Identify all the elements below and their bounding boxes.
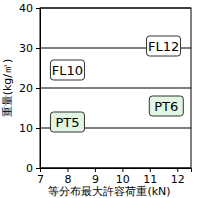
y-tick-label: 10 xyxy=(19,122,33,135)
y-axis: 0 10 20 30 40 xyxy=(19,2,41,175)
box-label: PT6 xyxy=(154,99,178,114)
x-tick-label: 8 xyxy=(64,173,71,186)
y-tick: 30 xyxy=(19,42,40,55)
y-tick: 40 xyxy=(19,2,40,15)
x-tick: 11 xyxy=(143,168,157,186)
y-tick-mark xyxy=(36,128,40,129)
box-label: FL12 xyxy=(148,39,179,54)
x-tick: 9 xyxy=(92,168,99,186)
label-box xyxy=(50,112,84,132)
y-tick-mark xyxy=(36,8,40,9)
chart: 7 8 9 10 11 12 0 10 20 30 40 FL10 FL12 PT5 PT6 等分布最大許容荷… xyxy=(0,0,202,198)
x-tick-mark xyxy=(177,168,178,172)
box-label: PT5 xyxy=(55,115,79,130)
y-axis-line xyxy=(36,9,41,169)
label-box xyxy=(149,96,183,116)
x-axis-line xyxy=(41,169,192,173)
frame xyxy=(40,8,191,168)
y-tick-mark xyxy=(36,48,40,49)
box-labels: FL10 FL12 PT5 PT6 xyxy=(52,39,179,130)
x-tick-label: 11 xyxy=(143,173,157,186)
y-tick: 10 xyxy=(19,122,40,135)
x-tick-label: 10 xyxy=(116,173,130,186)
x-tick-mark xyxy=(67,168,68,172)
plot: 7 8 9 10 11 12 0 10 20 30 40 FL10 FL12 PT5 PT6 xyxy=(19,2,192,186)
y-tick-mark xyxy=(36,168,40,169)
x-tick-label: 7 xyxy=(37,173,44,186)
y-tick-mark xyxy=(36,88,40,89)
marks xyxy=(50,36,183,132)
grid-line xyxy=(40,88,191,89)
x-tick-mark xyxy=(150,168,151,172)
x-tick-mark xyxy=(122,168,123,172)
x-tick: 12 xyxy=(171,168,185,186)
y-tick-label: 20 xyxy=(19,82,33,95)
box-label: FL10 xyxy=(52,63,83,78)
y-tick-label: 0 xyxy=(26,162,33,175)
x-axis-title: 等分布最大許容荷重(kN) xyxy=(48,185,170,198)
x-tick-label: 9 xyxy=(92,173,99,186)
x-tick: 7 xyxy=(37,168,44,186)
grid xyxy=(40,8,191,168)
x-tick: 8 xyxy=(64,168,71,186)
label-box xyxy=(147,36,181,56)
y-tick: 0 xyxy=(26,162,40,175)
x-tick: 10 xyxy=(116,168,130,186)
y-tick: 20 xyxy=(19,82,40,95)
x-tick-mark xyxy=(95,168,96,172)
x-tick-label: 12 xyxy=(171,173,185,186)
y-tick-label: 30 xyxy=(19,42,33,55)
x-axis: 7 8 9 10 11 12 xyxy=(37,168,192,186)
y-axis-title: 重量(kg/㎡) xyxy=(1,59,14,118)
label-box xyxy=(50,60,84,80)
y-tick-label: 40 xyxy=(19,2,33,15)
